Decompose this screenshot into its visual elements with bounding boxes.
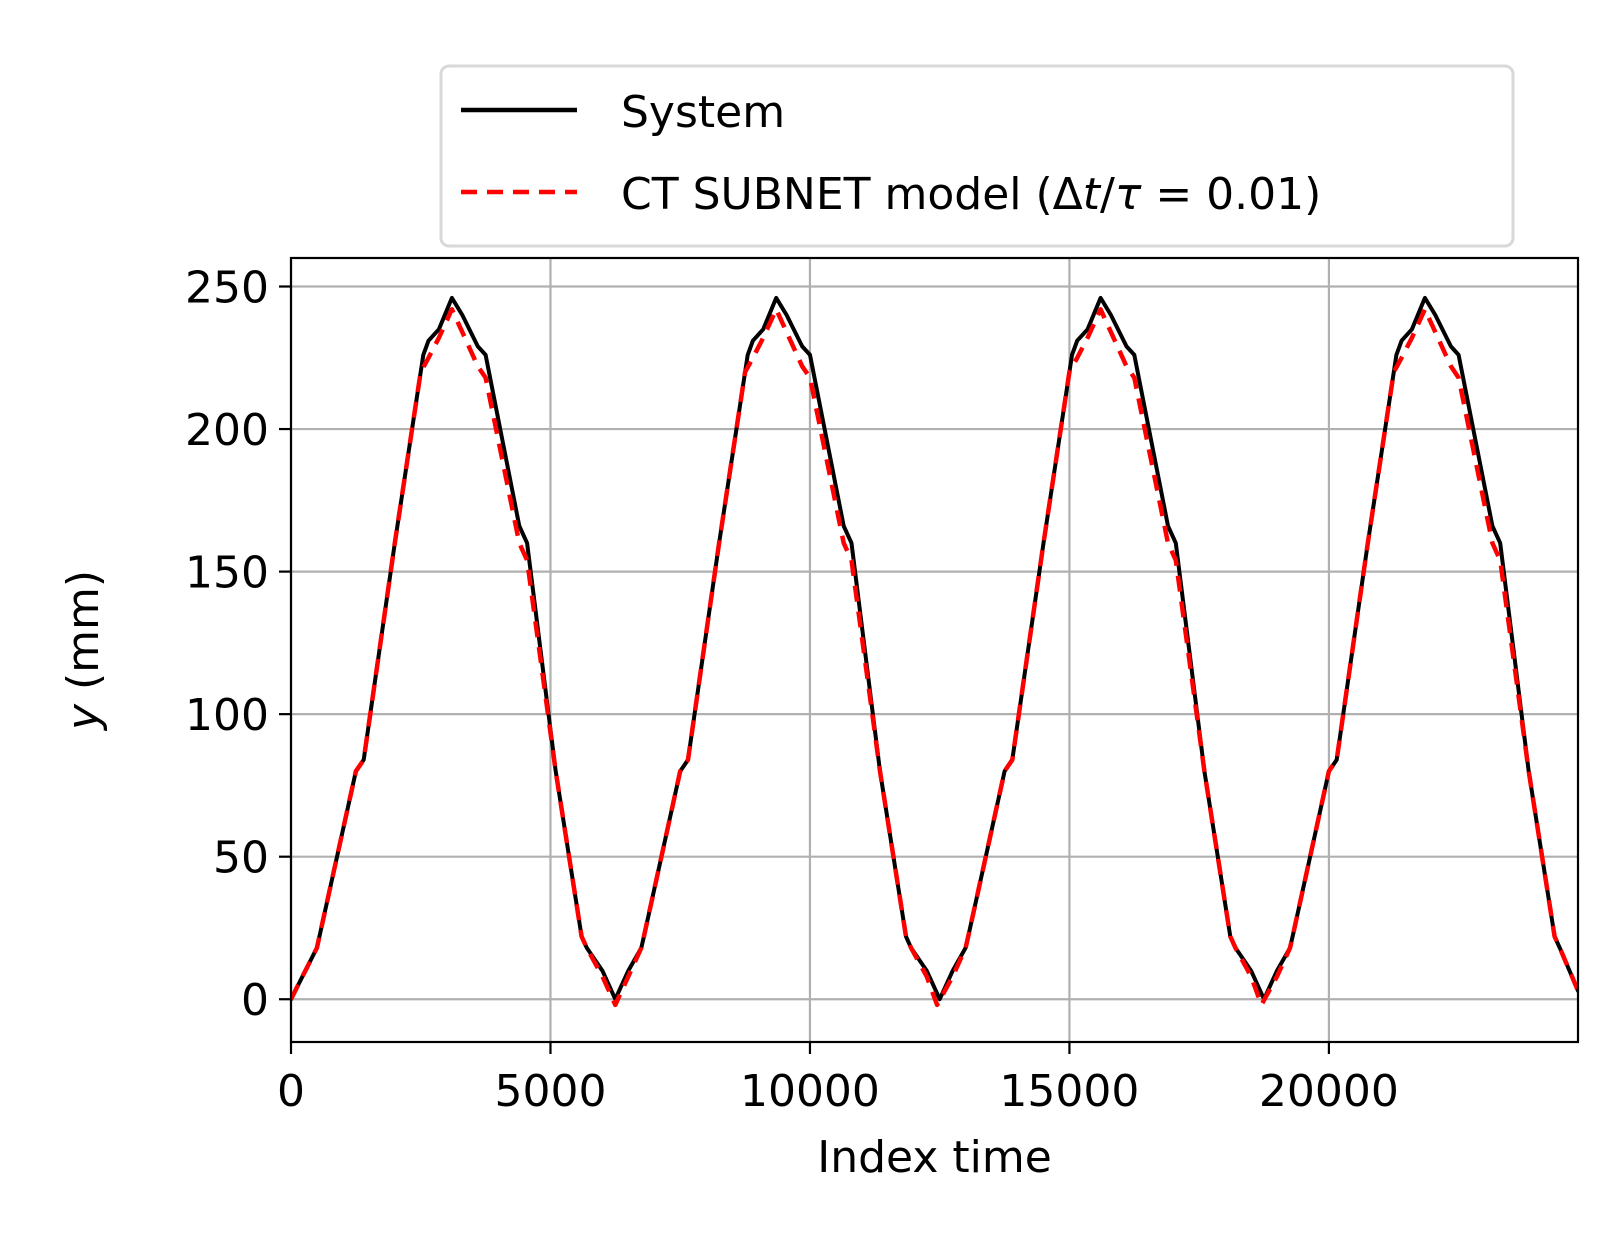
- y-tick-label: 50: [213, 833, 269, 884]
- legend-system-label: System: [621, 87, 785, 138]
- y-tick-label: 150: [185, 548, 269, 599]
- x-tick-label: 15000: [999, 1066, 1139, 1117]
- x-tick-label: 10000: [740, 1066, 880, 1117]
- legend-model-slash: /: [1100, 169, 1115, 220]
- y-tick-label: 250: [185, 263, 269, 314]
- y-tick-label: 100: [185, 690, 269, 741]
- x-tick-label: 5000: [494, 1066, 606, 1117]
- legend-model-label: CT SUBNET model (Δt/τ = 0.01): [621, 169, 1321, 220]
- y-axis-unit: (mm): [58, 570, 109, 704]
- plot-area: [291, 295, 1578, 1008]
- legend-model-prefix: CT SUBNET model (Δ: [621, 169, 1083, 220]
- legend: System CT SUBNET model (Δt/τ = 0.01): [439, 64, 1515, 248]
- legend-model-tau: τ: [1115, 169, 1142, 220]
- x-axis-label: Index time: [817, 1132, 1052, 1183]
- axis-ticks: 0 5000 10000 15000 20000 0 50 100 150 200 250: [185, 263, 1399, 1117]
- legend-model-suffix: = 0.01): [1141, 169, 1321, 220]
- y-tick-label: 200: [185, 405, 269, 456]
- x-tick-label: 20000: [1259, 1066, 1399, 1117]
- series-line-model: [291, 307, 1578, 1008]
- x-tick-label: 0: [277, 1066, 305, 1117]
- series-line-system: [291, 295, 1578, 1002]
- plot-frame: [289, 256, 1580, 1044]
- y-tick-label: 0: [241, 975, 269, 1026]
- legend-box: [439, 64, 1515, 248]
- y-axis-label: y (mm): [58, 570, 109, 732]
- y-axis-variable: y: [58, 703, 109, 732]
- legend-model-t: t: [1083, 169, 1102, 220]
